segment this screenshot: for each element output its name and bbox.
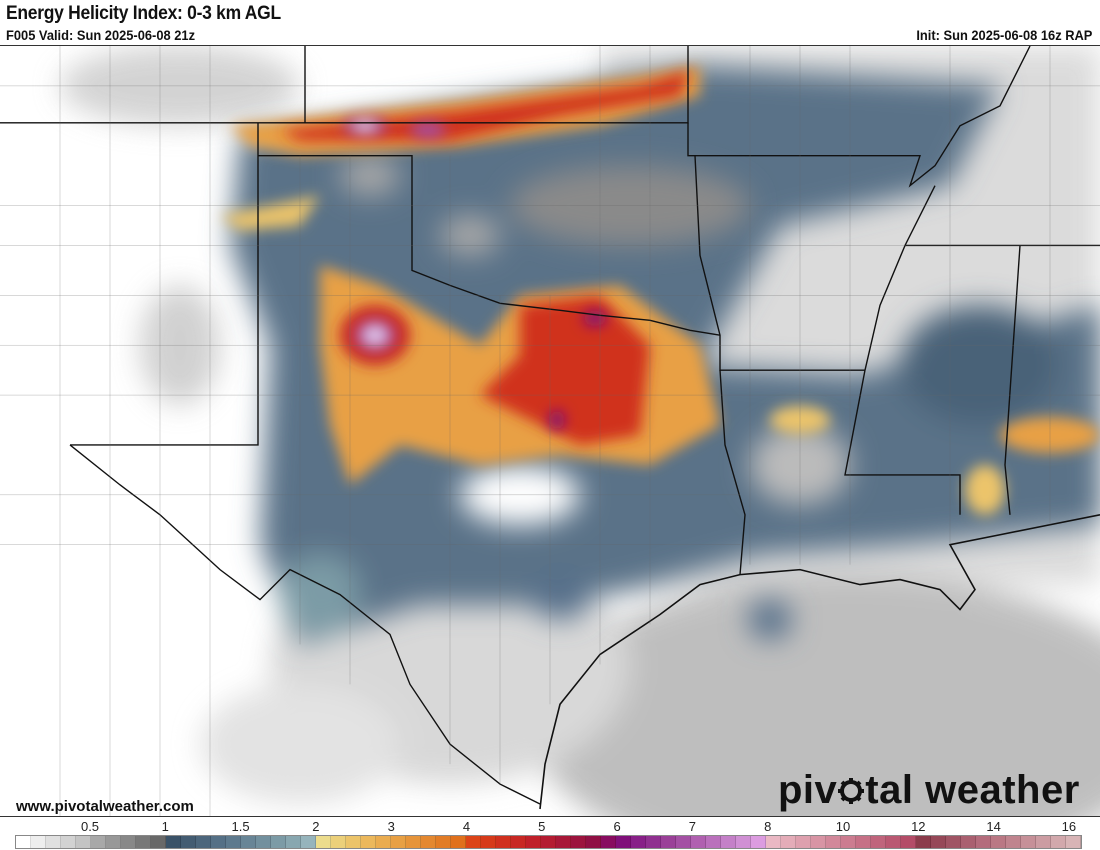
colorbar-swatch	[301, 836, 316, 848]
colorbar-swatch	[931, 836, 946, 848]
weather-map[interactable]	[0, 45, 1100, 817]
colorbar-swatch	[331, 836, 346, 848]
colorbar-swatch	[976, 836, 991, 848]
colorbar-swatch	[691, 836, 706, 848]
colorbar-label: 1.5	[231, 819, 250, 834]
colorbar-swatch	[451, 836, 466, 848]
colorbar-labels: 0.5 1 1.5 2 3 4 5 6 7 8 10 12 14 16	[0, 819, 1100, 835]
colorbar-swatch	[256, 836, 271, 848]
colorbar-label: 4	[462, 819, 471, 834]
colorbar-swatch	[991, 836, 1006, 848]
colorbar-swatch	[46, 836, 61, 848]
colorbar-swatch	[226, 836, 241, 848]
colorbar-label: 16	[1061, 819, 1077, 834]
colorbar-swatch	[151, 836, 166, 848]
logo-text-right: tal weather	[865, 768, 1080, 812]
colorbar-swatch	[1051, 836, 1066, 848]
colorbar-swatch	[721, 836, 736, 848]
colorbar-swatch	[361, 836, 376, 848]
colorbar-swatch	[391, 836, 406, 848]
colorbar-swatch	[406, 836, 421, 848]
colorbar-swatch	[796, 836, 811, 848]
colorbar-swatch	[481, 836, 496, 848]
colorbar-label: 12	[911, 819, 926, 834]
valid-time: F005 Valid: Sun 2025-06-08 21z	[6, 27, 196, 43]
colorbar-swatch	[661, 836, 676, 848]
colorbar-swatch	[601, 836, 616, 848]
colorbar-swatch	[106, 836, 121, 848]
colorbar-swatch	[616, 836, 631, 848]
colorbar-swatch	[571, 836, 586, 848]
colorbar-swatch	[856, 836, 871, 848]
colorbar-swatch	[736, 836, 751, 848]
colorbar	[15, 835, 1082, 849]
colorbar-swatch	[241, 836, 256, 848]
colorbar-swatch	[181, 836, 196, 848]
colorbar-swatch	[751, 836, 766, 848]
colorbar-label: 7	[688, 819, 697, 834]
colorbar-swatch	[286, 836, 301, 848]
colorbar-swatch	[556, 836, 571, 848]
colorbar-swatch	[61, 836, 76, 848]
colorbar-swatch	[436, 836, 451, 848]
colorbar-swatch	[466, 836, 481, 848]
colorbar-swatch	[166, 836, 181, 848]
map-title: Energy Helicity Index: 0-3 km AGL	[6, 3, 281, 24]
colorbar-swatch	[316, 836, 331, 848]
colorbar-swatch	[541, 836, 556, 848]
colorbar-swatch	[961, 836, 976, 848]
colorbar-swatch	[1021, 836, 1036, 848]
colorbar-swatch	[826, 836, 841, 848]
colorbar-swatch	[421, 836, 436, 848]
init-time: Init: Sun 2025-06-08 16z RAP	[915, 27, 1092, 43]
colorbar-swatch	[136, 836, 151, 848]
colorbar-swatch	[31, 836, 46, 848]
colorbar-swatch	[211, 836, 226, 848]
colorbar-swatch	[781, 836, 796, 848]
colorbar-swatch	[16, 836, 31, 848]
website-url[interactable]: www.pivotalweather.com	[16, 798, 194, 815]
state-borders	[0, 46, 1100, 805]
colorbar-swatch	[916, 836, 931, 848]
colorbar-swatch	[1066, 836, 1081, 848]
colorbar-swatch	[91, 836, 106, 848]
gear-icon	[838, 778, 865, 804]
coastline	[539, 513, 1100, 810]
colorbar-label: 1	[161, 819, 169, 834]
colorbar-swatch	[646, 836, 661, 848]
colorbar-label: 2	[312, 819, 320, 834]
colorbar-swatch	[271, 836, 286, 848]
colorbar-swatch	[901, 836, 916, 848]
logo-text-left: piv	[778, 768, 838, 812]
colorbar-swatch	[946, 836, 961, 848]
colorbar-swatch	[676, 836, 691, 848]
colorbar-label: 10	[835, 819, 851, 834]
colorbar-swatch	[841, 836, 856, 848]
colorbar-swatch	[496, 836, 511, 848]
colorbar-swatch	[766, 836, 781, 848]
colorbar-swatch	[586, 836, 601, 848]
colorbar-label: 14	[986, 819, 1001, 834]
colorbar-label: 8	[764, 819, 772, 834]
colorbar-swatch	[76, 836, 91, 848]
colorbar-swatch	[706, 836, 721, 848]
colorbar-swatch	[511, 836, 526, 848]
colorbar-swatch	[1006, 836, 1021, 848]
colorbar-swatch	[526, 836, 541, 848]
colorbar-swatch	[871, 836, 886, 848]
colorbar-label: 5	[538, 819, 546, 834]
colorbar-swatch	[196, 836, 211, 848]
colorbar-swatch	[376, 836, 391, 848]
colorbar-swatch	[811, 836, 826, 848]
county-lines	[0, 46, 1100, 816]
colorbar-swatch	[886, 836, 901, 848]
colorbar-swatch	[631, 836, 646, 848]
colorbar-swatch	[346, 836, 361, 848]
colorbar-label: 6	[613, 819, 621, 834]
colorbar-swatch	[1036, 836, 1051, 848]
colorbar-swatch	[121, 836, 136, 848]
pivotal-weather-logo: piv tal weather	[778, 768, 1080, 813]
colorbar-label: 0.5	[80, 819, 100, 834]
colorbar-label: 3	[387, 819, 395, 834]
